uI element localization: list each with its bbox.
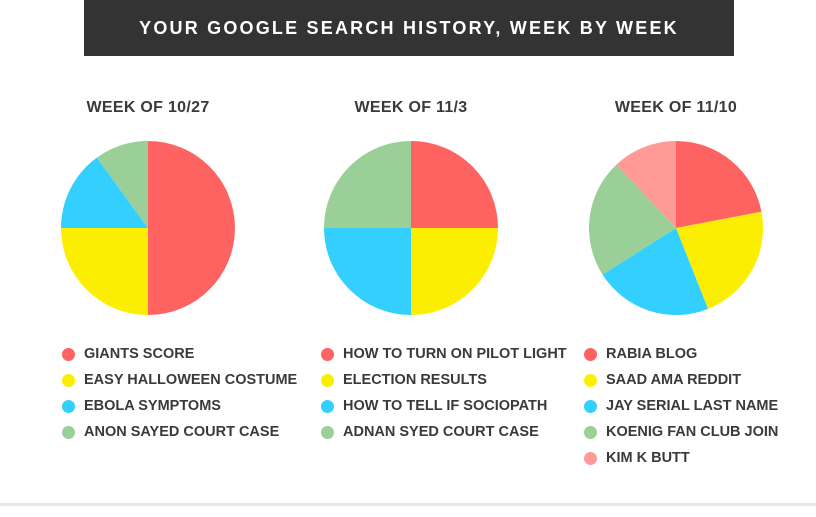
pie-slice xyxy=(676,141,762,228)
legend-label: GIANTS SCORE xyxy=(84,346,195,362)
legend-swatch xyxy=(62,347,75,361)
chart-title: WEEK OF 10/27 xyxy=(86,99,210,116)
legend-swatch xyxy=(321,347,334,361)
pie-chart xyxy=(61,141,235,315)
week-2-panel: WEEK OF 11/3 HOW TO TURN ON PILOT LIGHT … xyxy=(291,96,567,476)
legend-item: EBOLA SYMPTOMS xyxy=(62,393,297,419)
legend-label: ANON SAYED COURT CASE xyxy=(84,424,280,440)
legend-label: HOW TO TELL IF SOCIOPATH xyxy=(343,398,548,414)
legend-swatch xyxy=(62,425,75,439)
legend-label: KIM K BUTT xyxy=(606,450,690,466)
legend-item: HOW TO TURN ON PILOT LIGHT xyxy=(321,341,567,367)
week-1-panel: WEEK OF 10/27 GIANTS SCORE EASY HALLOWEE… xyxy=(28,96,297,476)
legend-item: ELECTION RESULTS xyxy=(321,367,567,393)
legend-label: ELECTION RESULTS xyxy=(343,372,487,388)
pie-slice xyxy=(676,211,764,309)
legend-item: ADNAN SYED COURT CASE xyxy=(321,419,567,445)
pie-slice xyxy=(324,228,411,315)
legend: HOW TO TURN ON PILOT LIGHT ELECTION RESU… xyxy=(321,341,567,445)
legend-swatch xyxy=(62,373,75,387)
pie-slice xyxy=(411,141,498,228)
legend-swatch xyxy=(584,373,597,387)
legend-item: GIANTS SCORE xyxy=(62,341,297,367)
legend-label: EASY HALLOWEEN COSTUME xyxy=(84,372,298,388)
legend-swatch xyxy=(584,425,597,439)
legend-item: KIM K BUTT xyxy=(584,445,778,471)
legend-swatch xyxy=(584,399,597,413)
pie-slice xyxy=(602,228,709,316)
legend-item: KOENIG FAN CLUB JOIN xyxy=(584,419,778,445)
legend-label: JAY SERIAL LAST NAME xyxy=(606,398,779,414)
legend-swatch xyxy=(321,425,334,439)
week-3-panel: WEEK OF 11/10 RABIA BLOG SAAD AMA REDDIT… xyxy=(556,96,796,476)
pie-slice xyxy=(96,141,148,228)
legend-item: EASY HALLOWEEN COSTUME xyxy=(62,367,297,393)
pie-slice xyxy=(324,141,411,228)
legend-label: KOENIG FAN CLUB JOIN xyxy=(606,424,779,440)
legend-item: SAAD AMA REDDIT xyxy=(584,367,778,393)
pie-chart xyxy=(324,141,498,315)
legend-item: ANON SAYED COURT CASE xyxy=(62,419,297,445)
pie-slice xyxy=(588,164,676,275)
legend-label: ADNAN SYED COURT CASE xyxy=(343,424,539,440)
pie-chart xyxy=(588,141,764,316)
pie-slice xyxy=(616,141,676,228)
legend-swatch xyxy=(321,399,334,413)
bottom-divider xyxy=(0,503,816,506)
legend-swatch xyxy=(62,399,75,413)
chart-title: WEEK OF 11/10 xyxy=(614,99,738,116)
legend-swatch xyxy=(584,347,597,361)
legend-swatch xyxy=(584,451,597,465)
legend-swatch xyxy=(321,373,334,387)
legend-label: RABIA BLOG xyxy=(606,346,698,362)
legend-label: EBOLA SYMPTOMS xyxy=(84,398,221,414)
legend-label: HOW TO TURN ON PILOT LIGHT xyxy=(343,346,567,362)
legend-item: RABIA BLOG xyxy=(584,341,778,367)
pie-slice xyxy=(148,141,235,315)
pie-slice xyxy=(61,157,148,228)
chart-title: WEEK OF 11/3 xyxy=(354,99,468,116)
pie-slice xyxy=(61,228,148,315)
legend-label: SAAD AMA REDDIT xyxy=(606,372,742,388)
legend-item: JAY SERIAL LAST NAME xyxy=(584,393,778,419)
pie-slice xyxy=(411,228,498,315)
page-title: YOUR GOOGLE SEARCH HISTORY, WEEK BY WEEK xyxy=(84,0,734,56)
legend: GIANTS SCORE EASY HALLOWEEN COSTUME EBOL… xyxy=(62,341,297,445)
legend: RABIA BLOG SAAD AMA REDDIT JAY SERIAL LA… xyxy=(584,341,778,471)
legend-item: HOW TO TELL IF SOCIOPATH xyxy=(321,393,567,419)
